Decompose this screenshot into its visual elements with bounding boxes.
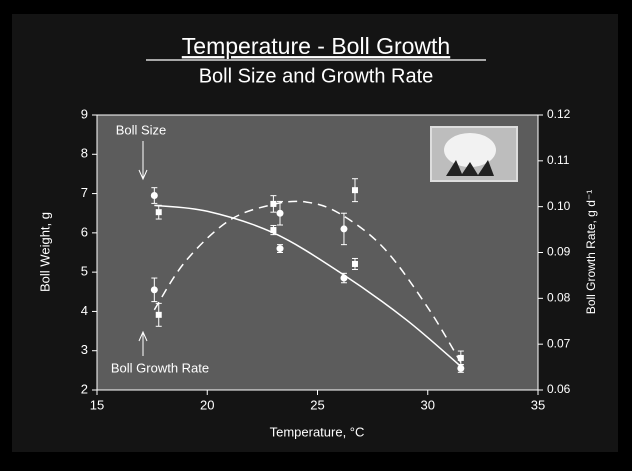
x-axis-label: Temperature, °C <box>270 424 365 439</box>
square-point <box>155 209 162 216</box>
circle-point <box>340 225 348 233</box>
y-tick-label: 4 <box>81 303 88 318</box>
square-point <box>457 354 464 361</box>
y2-tick-label: 0.11 <box>547 153 570 167</box>
y2-tick-label: 0.09 <box>547 245 571 259</box>
y2-tick-label: 0.08 <box>547 291 571 305</box>
square-point <box>155 311 162 318</box>
y-tick-label: 2 <box>81 381 88 396</box>
y-tick-label: 5 <box>81 264 88 279</box>
x-tick-label: 15 <box>90 397 104 412</box>
y-tick-label: 9 <box>81 106 88 121</box>
cotton-boll <box>444 133 496 167</box>
annotation: Boll Growth Rate <box>111 360 209 375</box>
y-tick-label: 7 <box>81 185 88 200</box>
y2-tick-label: 0.06 <box>547 382 571 396</box>
bract <box>446 160 494 176</box>
circle-point <box>276 209 284 217</box>
circle-point <box>276 245 284 253</box>
dashed-fit-line <box>153 200 462 363</box>
circle-point <box>150 192 158 200</box>
x-tick-label: 25 <box>310 397 324 412</box>
x-tick-label: 35 <box>531 397 545 412</box>
chart-title: Temperature - Boll Growth <box>182 33 450 59</box>
chart-subtitle: Boll Size and Growth Rate <box>199 65 434 87</box>
cotton-image <box>430 126 518 182</box>
x-tick-label: 30 <box>421 397 435 412</box>
y2-tick-label: 0.10 <box>547 199 571 213</box>
y2-tick-label: 0.07 <box>547 336 571 350</box>
y-tick-label: 8 <box>81 146 88 161</box>
square-point <box>351 187 358 194</box>
fit-line <box>154 204 462 367</box>
circle-point <box>150 286 158 294</box>
y2-tick-label: 0.12 <box>547 107 571 121</box>
y-axis-label: Boll Weight, g <box>37 212 52 292</box>
square-point <box>270 227 277 234</box>
circle-point <box>457 364 465 372</box>
x-tick-label: 20 <box>200 397 214 412</box>
y-tick-label: 6 <box>81 224 88 239</box>
square-point <box>351 260 358 267</box>
y2-axis-label: Boll Growth Rate, g d⁻¹ <box>584 190 598 314</box>
annotation: Boll Size <box>116 122 167 137</box>
arrow-head <box>138 330 148 342</box>
y-tick-label: 3 <box>81 342 88 357</box>
arrow-head <box>138 169 148 181</box>
